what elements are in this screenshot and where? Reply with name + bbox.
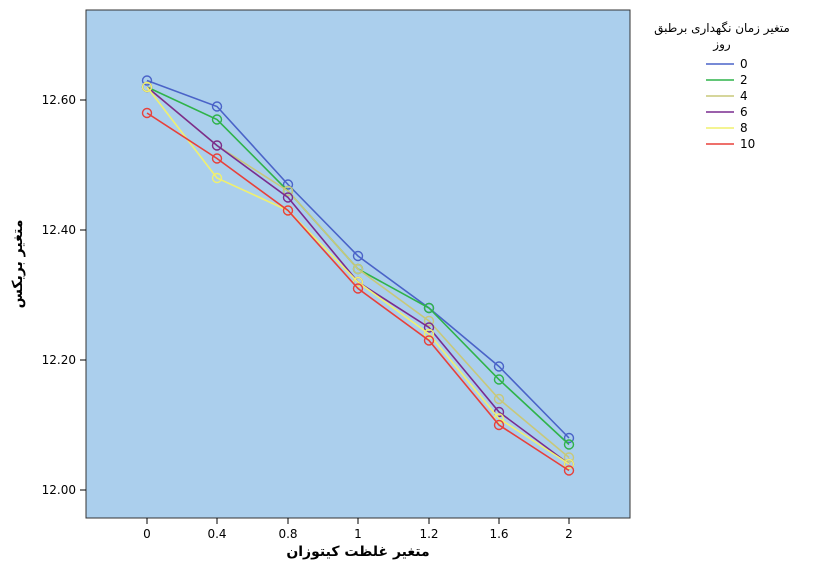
x-tick-label: 1 [354,527,362,541]
legend-label: 0 [740,57,748,71]
x-tick-label: 0 [143,527,151,541]
data-point [352,276,364,288]
data-point [493,393,505,405]
x-tick-label: 2 [565,527,573,541]
legend: متغیر زمان نگهداری برطبق روز 0 2 4 6 8 10 [654,21,790,151]
legend-label: 4 [740,89,748,103]
data-point [563,432,575,444]
data-point [282,205,294,216]
y-axis: 12.00 12.20 12.40 12.60 [42,93,86,497]
data-point [282,192,294,203]
data-point [493,361,505,372]
data-point [352,283,364,294]
data-point [282,185,294,197]
y-tick-label: 12.00 [42,483,76,497]
data-point [352,263,364,275]
x-axis: 0 0.4 0.8 1 1.2 1.6 2 [143,518,573,541]
data-point [423,335,435,346]
data-point [211,101,223,112]
data-point [563,452,575,463]
x-tick-label: 0.8 [278,527,297,541]
legend-title-line-2: روز [712,37,731,52]
data-point [141,107,153,119]
legend-label: 10 [740,137,755,151]
data-point [423,315,435,327]
x-tick-label: 1.2 [419,527,438,541]
data-point [141,75,153,86]
data-point [352,250,364,262]
y-tick-label: 12.20 [42,353,76,367]
data-point [211,153,223,164]
y-axis-title: متغیر بریکس [10,220,26,309]
data-point [563,465,575,476]
data-point [493,374,505,385]
data-point [423,328,435,340]
series-line [146,112,570,472]
y-tick-label: 12.60 [42,93,76,107]
y-tick-label: 12.40 [42,223,76,237]
data-point [211,172,223,184]
data-point [423,302,435,314]
x-axis-title: متغیر غلظت کیتوزان [286,544,429,560]
data-point [563,458,575,470]
series-group [141,75,575,476]
legend-label: 6 [740,105,748,119]
series-10 [141,107,575,476]
legend-title-line-1: متغیر زمان نگهداری برطبق [654,21,790,36]
data-point [141,81,153,93]
data-point [563,439,575,450]
data-point [211,140,223,151]
data-point [493,419,505,431]
legend-label: 8 [740,121,748,135]
series-line [146,86,570,465]
legend-items: 0 2 4 6 8 10 [706,57,755,151]
legend-label: 2 [740,73,748,87]
data-point [423,322,435,333]
data-point [282,179,294,190]
series-line [146,79,570,439]
x-tick-label: 1.6 [489,527,508,541]
x-tick-label: 0.4 [207,527,226,541]
data-point [211,114,223,125]
